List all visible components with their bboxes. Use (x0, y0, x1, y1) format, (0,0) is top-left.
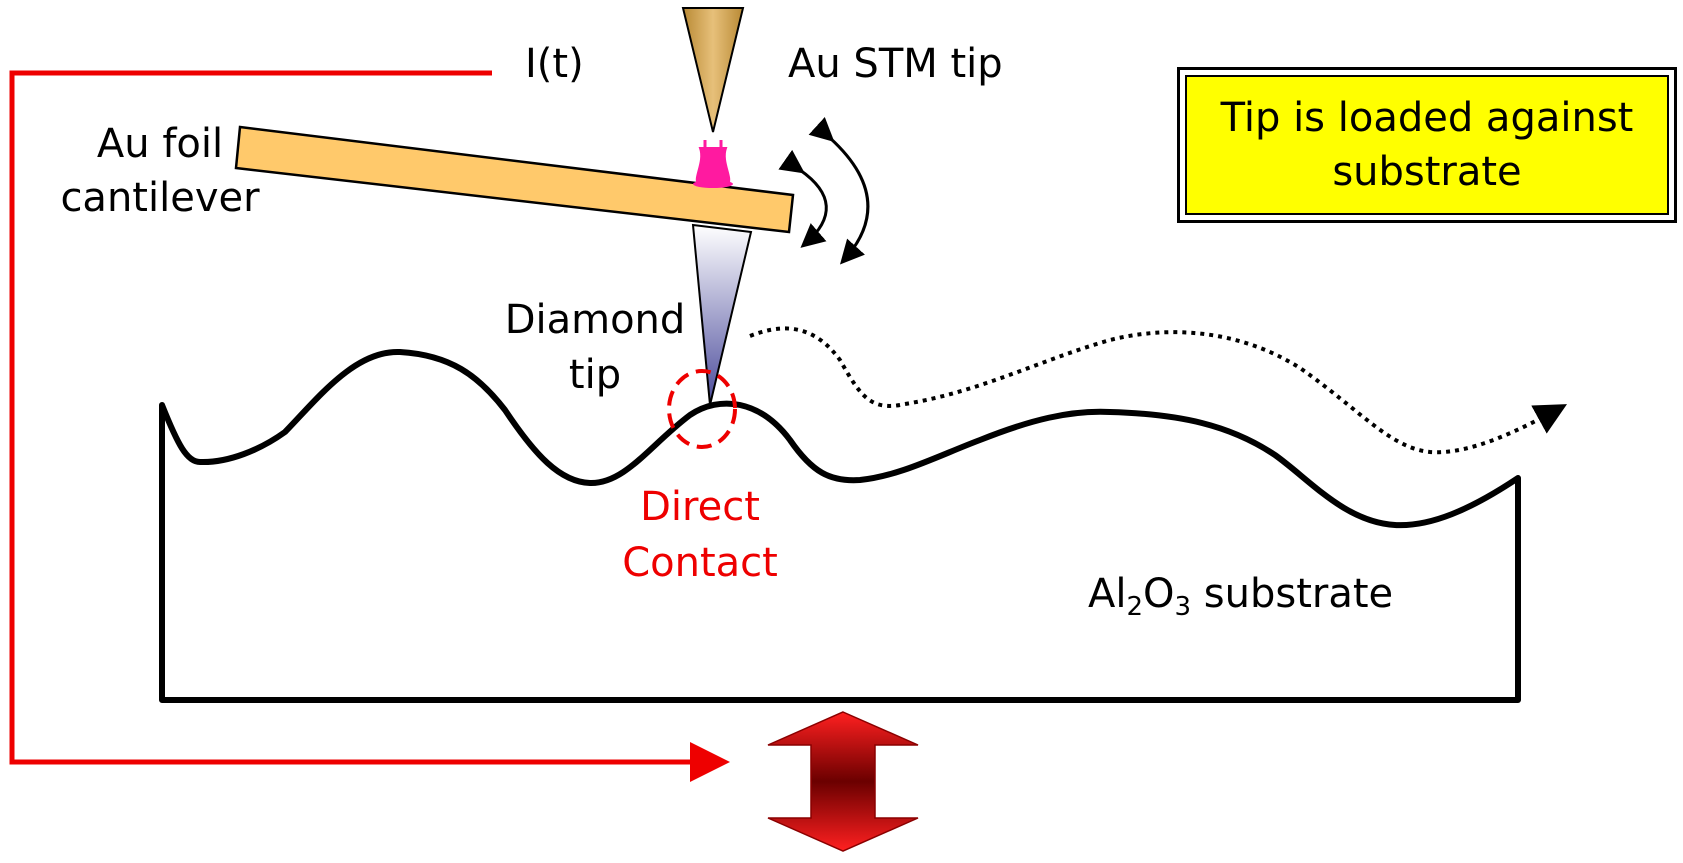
vibration-arrow-outer (808, 117, 870, 265)
stm-tip (681, 7, 745, 133)
al2o3-substrate (159, 348, 1521, 703)
diamond-label-line2: tip (568, 352, 622, 398)
substrate-label-sub1: 2 (1126, 592, 1144, 622)
circuit-wire (9, 70, 730, 782)
substrate-label-rest: substrate (1191, 571, 1394, 617)
foil-label-line1: Au foil (96, 121, 224, 167)
substrate-label: Al2O3 substrate (1088, 567, 1393, 621)
actuator-double-arrow (767, 711, 919, 852)
contact-circle (667, 369, 737, 449)
vibration-arrow-inner (778, 149, 828, 248)
callout-box: Tip is loaded against substrate (1177, 67, 1677, 223)
tip-trajectory-dotted (749, 326, 1568, 455)
callout-inner: Tip is loaded against substrate (1185, 75, 1669, 215)
substrate-label-al: Al (1088, 571, 1127, 617)
stm-tip-label: Au STM tip (788, 41, 1003, 87)
callout-text: Tip is loaded against substrate (1220, 95, 1634, 195)
diamond-tip (691, 223, 753, 406)
tunneling-contact-blob (693, 140, 733, 188)
foil-label-line2: cantilever (60, 175, 260, 221)
substrate-label-sub2: 3 (1174, 592, 1192, 622)
substrate-label-o: O (1143, 571, 1175, 617)
contact-label-line1: Direct (640, 484, 760, 530)
current-label: I(t) (525, 41, 584, 87)
diamond-label-line1: Diamond (504, 297, 686, 343)
contact-label-line2: Contact (622, 540, 778, 586)
